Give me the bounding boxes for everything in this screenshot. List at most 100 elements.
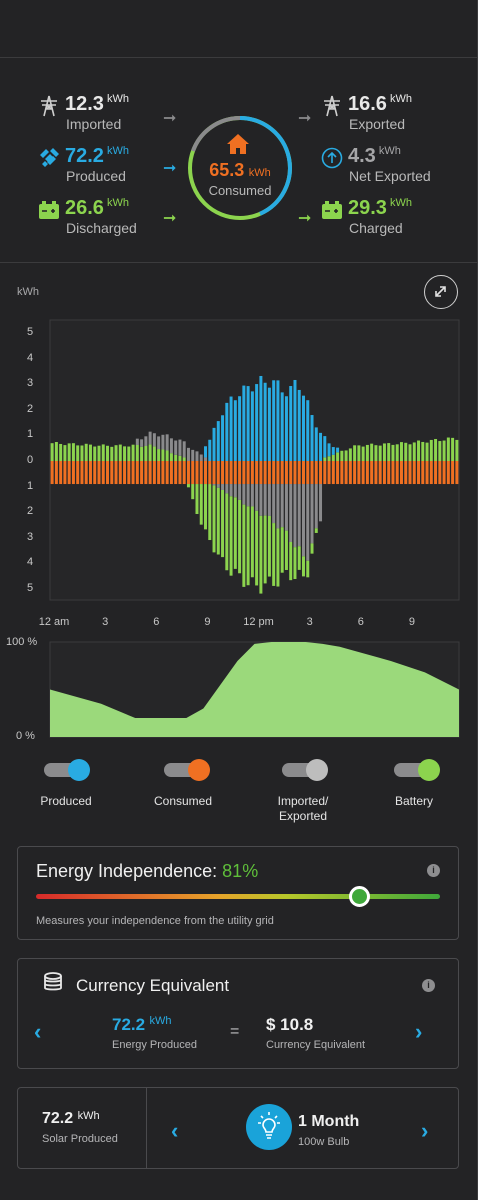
bar-grid (259, 484, 263, 516)
bar-produced (255, 384, 259, 461)
bar-battery (93, 446, 97, 461)
bar-battery (336, 452, 340, 461)
expand-chart-button[interactable] (424, 275, 458, 309)
bar-battery (259, 515, 263, 594)
bar-grid (135, 438, 139, 445)
bar-battery (221, 489, 225, 558)
bulb-duration: 1 Month (298, 1113, 360, 1130)
bulb-prev-button[interactable]: ‹ (171, 1118, 179, 1143)
bar-battery (250, 506, 254, 578)
bar-battery (54, 442, 58, 461)
bar-battery (421, 441, 425, 461)
x-tick-label: 9 (204, 616, 211, 628)
bar-produced (204, 446, 207, 458)
bar-battery (331, 454, 335, 461)
x-tick-label: 3 (102, 616, 109, 628)
toggle-consumed[interactable] (164, 759, 210, 781)
bar-consumed (297, 461, 301, 485)
bar-produced (233, 400, 237, 461)
bar-battery (161, 449, 165, 461)
bar-consumed (357, 461, 361, 485)
x-tick-label: 9 (408, 616, 415, 628)
bar-consumed (195, 461, 199, 485)
x-tick-label: 12 pm (243, 616, 274, 628)
exported-label: Exported (349, 116, 406, 132)
produced-label: Produced (66, 168, 126, 184)
bar-grid (186, 447, 190, 461)
toggle-imported[interactable] (282, 759, 328, 781)
bar-consumed (353, 461, 357, 485)
bar-grid (161, 434, 165, 450)
toggle-label: Battery (374, 794, 454, 809)
currency-energy-value: 72.2 (112, 1015, 146, 1034)
net-exported-stat: 4.3 kWh Net Exported (320, 144, 431, 184)
bar-battery (225, 493, 229, 571)
bar-battery (310, 543, 314, 554)
currency-equivalent-card: Currency Equivalent i ‹ 72.2 kWh Energy … (17, 958, 459, 1069)
info-icon[interactable]: i (427, 864, 440, 877)
bar-battery (306, 560, 310, 578)
bar-grid (148, 431, 152, 445)
bar-battery (382, 443, 386, 461)
bar-consumed (148, 461, 152, 485)
toggle-battery[interactable] (394, 759, 440, 781)
bar-consumed (344, 461, 348, 485)
net-exported-unit: kWh (378, 145, 401, 157)
bar-battery (412, 442, 416, 461)
bar-consumed (144, 461, 148, 485)
exported-stat: 16.6 kWh Exported (320, 92, 412, 132)
independence-value: 81% (222, 861, 259, 881)
bar-consumed (323, 461, 327, 485)
y-tick-label: 5 (26, 582, 34, 594)
toggle-label-line: Consumed (153, 794, 213, 808)
transmission-tower-icon (324, 95, 340, 117)
bar-battery (140, 446, 144, 461)
bar-battery (229, 496, 233, 576)
bar-consumed (93, 461, 97, 485)
bar-produced (225, 402, 229, 461)
bar-produced (238, 396, 242, 461)
bar-consumed (434, 461, 438, 485)
bar-produced (242, 385, 246, 461)
bar-produced (259, 375, 263, 461)
bar-grid (212, 484, 216, 486)
bar-consumed (238, 461, 242, 485)
bar-consumed (199, 461, 203, 485)
toggle-knob (188, 759, 210, 781)
bar-produced (327, 443, 331, 457)
solar-panel-icon (40, 148, 59, 167)
discharged-stat: 26.6 kWh Discharged (37, 196, 137, 236)
currency-energy-label: Energy Produced (112, 1039, 197, 1051)
toggle-label-line: Battery (394, 794, 433, 808)
bar-consumed (387, 461, 391, 485)
bar-consumed (63, 461, 67, 485)
bulb-next-button[interactable]: › (421, 1118, 429, 1143)
bar-battery (374, 445, 378, 461)
bar-battery (50, 443, 54, 461)
bar-grid (140, 439, 144, 447)
bulb-label: 100w Bulb (298, 1136, 350, 1148)
discharged-value: 26.6 (65, 197, 104, 219)
bar-battery (233, 497, 237, 569)
bar-grid (216, 484, 220, 488)
produced-unit: kWh (106, 145, 129, 157)
bar-battery (340, 450, 344, 461)
bar-grid (169, 438, 173, 454)
bar-consumed (50, 461, 54, 485)
bar-consumed (374, 461, 378, 485)
bar-battery (178, 455, 182, 461)
bar-consumed (76, 461, 80, 485)
info-icon[interactable]: i (422, 979, 435, 992)
bar-consumed (263, 461, 267, 485)
bar-battery (152, 446, 156, 461)
bar-grid (267, 484, 271, 516)
bar-grid (242, 484, 246, 505)
bar-battery (357, 445, 361, 461)
discharged-unit: kWh (106, 197, 129, 209)
currency-prev-button[interactable]: ‹ (34, 1019, 42, 1044)
bulb-icon-circle (246, 1104, 292, 1150)
bar-grid (152, 433, 156, 447)
bar-grid (314, 484, 318, 529)
currency-next-button[interactable]: › (415, 1019, 423, 1044)
toggle-produced[interactable] (44, 759, 90, 781)
